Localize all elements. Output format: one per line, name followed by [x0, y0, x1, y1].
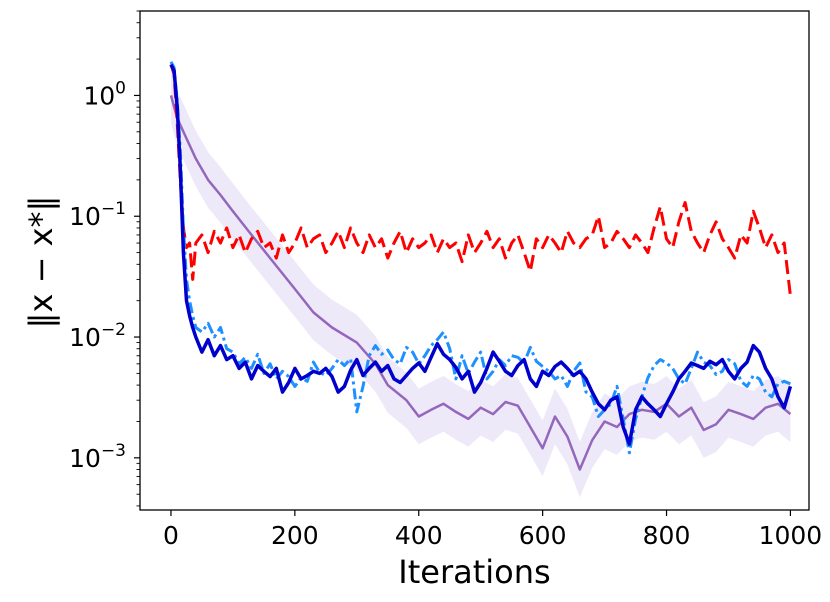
series-line-dodgerblue-dashdot: [169, 61, 791, 455]
series-line-purple-solid: [169, 95, 792, 471]
y-tick-label: 100: [83, 78, 126, 110]
y-tick-label: 10−2: [69, 320, 126, 352]
x-tick-label: 800: [643, 521, 691, 550]
x-tick-label: 600: [519, 521, 567, 550]
plot-frame: [139, 10, 810, 511]
x-axis-title: Iterations: [398, 553, 550, 591]
band-purple-solid: [171, 67, 791, 498]
confidence-bands: [171, 67, 791, 498]
x-tick-label: 200: [271, 521, 319, 550]
x-tick-label: 1000: [759, 521, 823, 550]
x-tick-label: 0: [163, 521, 179, 550]
y-tick-label: 10−1: [69, 199, 126, 231]
y-tick-label: 10−3: [69, 441, 126, 473]
series-layer: [169, 61, 793, 471]
series-line-red-dashed: [169, 64, 792, 296]
y-axis: 100 10−1 10−2 10−3: [69, 10, 140, 507]
y-axis-title: ‖x − x*‖: [22, 195, 60, 328]
x-tick-label: 400: [395, 521, 443, 550]
series-line-mediumblue-solid: [169, 63, 793, 446]
x-axis: 0 200 400 600 800 1000: [163, 510, 822, 550]
